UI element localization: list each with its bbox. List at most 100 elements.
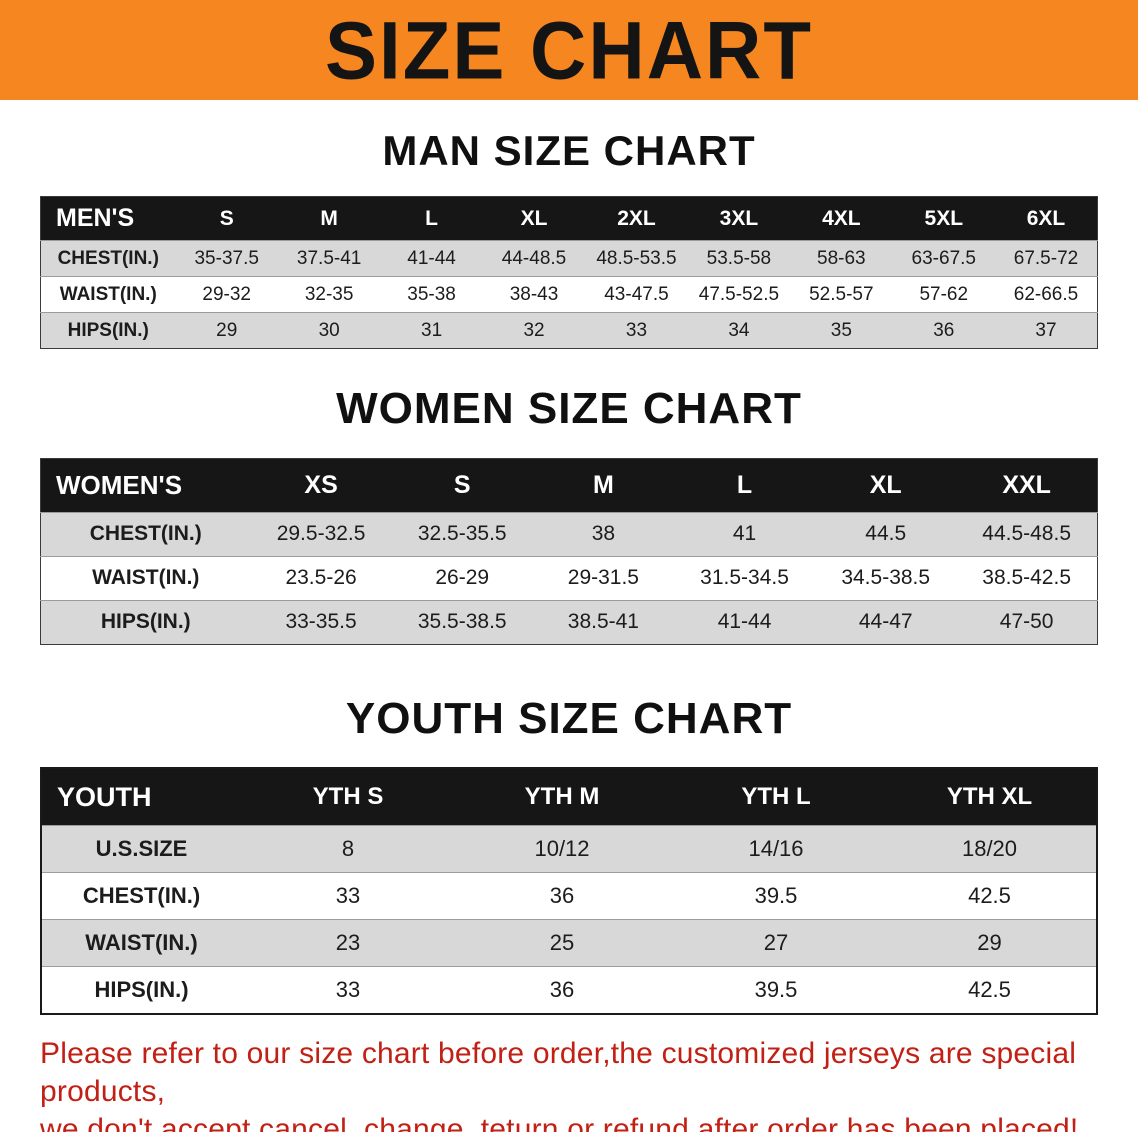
size-value: 38.5-41 xyxy=(567,610,639,634)
row-label: HIPS(IN.) xyxy=(67,319,149,341)
size-value: 37.5-41 xyxy=(296,247,362,269)
men-section: MAN SIZE CHART MEN'S S M L XL 2XL 3XL 4XL 5XL 6XL… xyxy=(0,127,1138,350)
header-row: WOMEN'S XS S M L XL XXL xyxy=(40,458,1098,513)
size-value: 10/12 xyxy=(534,836,590,862)
size-value: 36 xyxy=(549,883,575,909)
size-value: 58-63 xyxy=(817,247,866,269)
table-corner-label: YOUTH xyxy=(41,767,241,826)
youth-section-heading: YOUTH SIZE CHART xyxy=(345,693,793,743)
row-label: CHEST(IN.) xyxy=(82,883,201,909)
size-value: 42.5 xyxy=(968,977,1011,1003)
column-header: M xyxy=(277,196,381,241)
size-value: 29.5-32.5 xyxy=(276,522,366,546)
size-value: 23.5-26 xyxy=(285,566,357,590)
youth-section: YOUTH SIZE CHART YOUTH YTH S YTH M YTH L YTH… xyxy=(0,693,1138,1015)
size-value: 33 xyxy=(625,319,648,341)
page-title: SIZE CHART xyxy=(325,3,813,97)
table-corner-label: MEN'S xyxy=(40,196,176,241)
column-header: M xyxy=(532,458,674,513)
size-value: 35.5-38.5 xyxy=(417,610,507,634)
column-header: S xyxy=(175,196,278,241)
column-header: L xyxy=(673,458,816,513)
size-value: 29-32 xyxy=(202,283,252,305)
size-value: 26-29 xyxy=(435,566,490,590)
column-header: XL xyxy=(815,458,957,513)
men-size-table: MEN'S S M L XL 2XL 3XL 4XL 5XL 6XL CHEST(IN.) 35-37… xyxy=(40,196,1098,350)
table-row: CHEST(IN.) 33 36 39.5 42.5 xyxy=(41,872,1097,920)
column-header: 4XL xyxy=(790,196,893,241)
size-value: 44-47 xyxy=(858,610,913,634)
size-value: 44.5 xyxy=(865,522,907,546)
youth-size-table: YOUTH YTH S YTH M YTH L YTH XL U.S.SIZE 8 10/12… xyxy=(40,766,1098,1015)
table-corner-label: WOMEN'S xyxy=(40,458,251,513)
men-section-heading: MAN SIZE CHART xyxy=(382,127,756,174)
size-value: 38-43 xyxy=(509,283,559,305)
column-header: 3XL xyxy=(687,196,791,241)
row-label: U.S.SIZE xyxy=(95,836,188,862)
size-value: 31.5-34.5 xyxy=(700,566,789,590)
size-value: 52.5-57 xyxy=(809,283,874,305)
row-label: WAIST(IN.) xyxy=(92,566,200,590)
size-value: 62-66.5 xyxy=(1013,283,1079,305)
size-value: 32 xyxy=(523,319,545,341)
column-header: XS xyxy=(250,458,392,513)
row-label: CHEST(IN.) xyxy=(57,247,159,269)
women-section: WOMEN SIZE CHART WOMEN'S XS S M L XL XXL CHEST(… xyxy=(0,384,1138,645)
column-header: XL xyxy=(482,196,586,241)
size-value: 57-62 xyxy=(919,283,969,305)
column-header: YTH M xyxy=(455,767,669,826)
size-value: 42.5 xyxy=(968,883,1011,909)
size-value: 41-44 xyxy=(717,610,772,634)
column-header: YTH S xyxy=(241,767,455,826)
size-value: 44.5-48.5 xyxy=(982,522,1072,546)
size-value: 30 xyxy=(318,319,340,341)
row-label: WAIST(IN.) xyxy=(85,930,198,956)
column-header: S xyxy=(391,458,533,513)
size-value: 36 xyxy=(549,977,575,1003)
table-row: WAIST(IN.) 23 25 27 29 xyxy=(41,919,1097,967)
size-value: 67.5-72 xyxy=(1013,247,1079,269)
table-row: HIPS(IN.) 33-35.5 35.5-38.5 38.5-41 41-44 44-… xyxy=(40,600,1098,645)
disclaimer-line-1: Please refer to our size chart before or… xyxy=(40,1036,1077,1108)
row-label: HIPS(IN.) xyxy=(100,610,191,634)
size-value: 29-31.5 xyxy=(567,566,639,590)
size-value: 39.5 xyxy=(754,883,798,909)
header-row: YOUTH YTH S YTH M YTH L YTH XL xyxy=(41,767,1097,826)
size-value: 33 xyxy=(335,883,361,909)
table-row: WAIST(IN.) 29-32 32-35 35-38 38-43 43-47.5 47.… xyxy=(40,276,1098,313)
size-value: 14/16 xyxy=(748,836,804,862)
women-section-heading: WOMEN SIZE CHART xyxy=(336,384,802,434)
column-header: YTH L xyxy=(669,767,883,826)
size-value: 47-50 xyxy=(999,610,1054,634)
size-value: 33-35.5 xyxy=(285,610,357,634)
size-value: 35-38 xyxy=(407,283,456,305)
disclaimer: Please refer to our size chart before or… xyxy=(40,1035,1102,1132)
size-value: 43-47.5 xyxy=(604,283,669,305)
column-header: 5XL xyxy=(892,196,995,241)
size-value: 27 xyxy=(763,930,789,956)
table-row: HIPS(IN.) 29 30 31 32 33 34 35 36 37 xyxy=(40,312,1098,349)
row-label: WAIST(IN.) xyxy=(59,283,157,305)
size-value: 44-48.5 xyxy=(501,247,567,269)
banner: SIZE CHART xyxy=(0,0,1138,100)
size-value: 18/20 xyxy=(961,836,1018,862)
column-header: L xyxy=(380,196,483,241)
size-value: 34.5-38.5 xyxy=(841,566,931,590)
size-value: 23 xyxy=(335,930,361,956)
row-label: HIPS(IN.) xyxy=(94,977,189,1003)
column-header: 2XL xyxy=(585,196,688,241)
column-header: XXL xyxy=(956,458,1098,513)
size-value: 8 xyxy=(341,836,355,862)
size-value: 36 xyxy=(933,319,955,341)
size-value: 32-35 xyxy=(304,283,354,305)
row-label: CHEST(IN.) xyxy=(89,522,202,546)
size-value: 41-44 xyxy=(407,247,456,269)
column-header: 6XL xyxy=(995,196,1098,241)
size-value: 47.5-52.5 xyxy=(698,283,780,305)
header-row: MEN'S S M L XL 2XL 3XL 4XL 5XL 6XL xyxy=(40,196,1098,241)
size-value: 29 xyxy=(216,319,238,341)
size-value: 35-37.5 xyxy=(194,247,259,269)
size-value: 39.5 xyxy=(754,977,798,1003)
table-row: U.S.SIZE 8 10/12 14/16 18/20 xyxy=(41,825,1097,873)
table-row: CHEST(IN.) 29.5-32.5 32.5-35.5 38 41 44.5 44.5… xyxy=(40,512,1098,557)
